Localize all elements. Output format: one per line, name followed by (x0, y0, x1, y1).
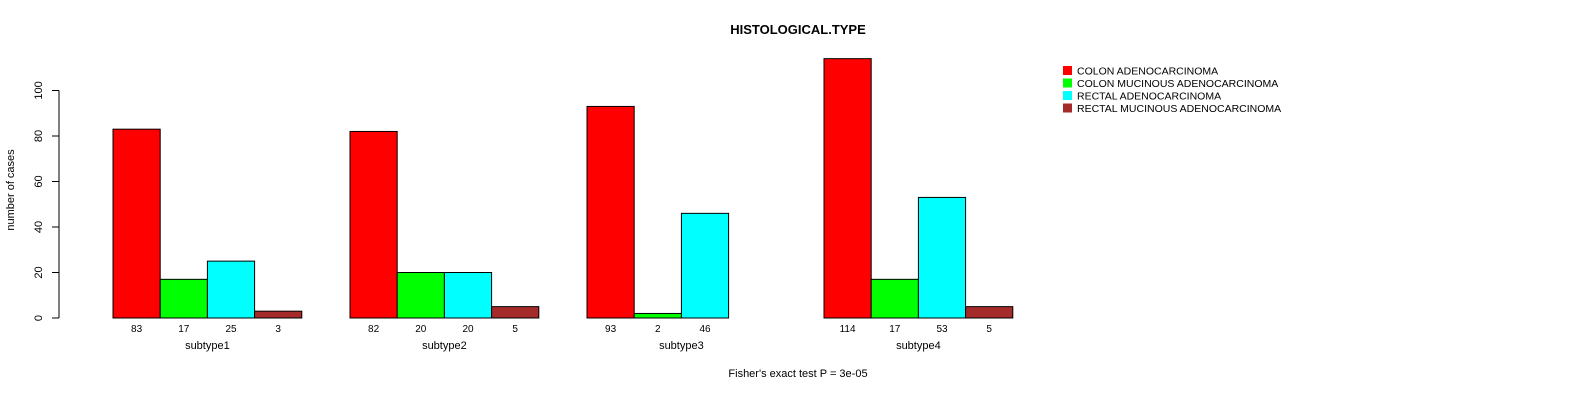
legend-label: RECTAL MUCINOUS ADENOCARCINOMA (1077, 103, 1281, 115)
chart-title: HISTOLOGICAL.TYPE (730, 22, 866, 37)
bar (396, 272, 445, 319)
legend-swatch (1063, 66, 1072, 75)
bar-value-label: 3 (275, 324, 281, 335)
bar (917, 196, 967, 319)
bar-value-label: 17 (178, 324, 190, 335)
group-label: subtype2 (422, 340, 467, 352)
group-label: subtype4 (896, 340, 941, 352)
group-label: subtype3 (659, 340, 704, 352)
y-tick-label: 0 (33, 315, 45, 321)
bar (112, 128, 161, 319)
group-label: subtype1 (185, 340, 230, 352)
bar-value-label: 53 (936, 324, 948, 335)
bar (586, 105, 635, 319)
bar (680, 212, 730, 319)
y-tick-label: 20 (33, 266, 45, 278)
bar (491, 306, 540, 319)
bar (633, 312, 682, 319)
y-tick-label: 80 (33, 130, 45, 142)
group-labels: subtype1 subtype2 subtype3 subtype4 (185, 340, 941, 352)
bar (965, 306, 1014, 319)
bar (206, 260, 256, 319)
bar-value-label: 46 (699, 324, 711, 335)
bar-value-label: 25 (225, 324, 237, 335)
legend-swatch (1063, 78, 1072, 88)
bar-value-label: 5 (512, 324, 518, 335)
bar-value-label: 82 (368, 324, 380, 335)
bar-value-label: 5 (986, 324, 992, 335)
legend-swatch (1063, 103, 1072, 113)
bar (159, 278, 208, 319)
legend-label: RECTAL ADENOCARCINOMA (1077, 91, 1221, 103)
bars (112, 58, 1014, 319)
bar-value-label: 17 (889, 324, 901, 335)
bar-value-label: 20 (415, 324, 427, 335)
bar (349, 130, 398, 319)
y-tick-label: 40 (33, 221, 45, 233)
bar-value-label: 2 (655, 324, 661, 335)
bar (870, 278, 919, 319)
bar-value-label: 114 (840, 324, 856, 335)
bar (254, 310, 303, 319)
y-tick-label: 100 (33, 81, 45, 99)
y-axis-label: number of cases (5, 149, 17, 231)
bar-value-label: 93 (605, 324, 617, 335)
value-labels: 83 17 25 3 82 20 20 5 93 2 46 114 17 53 5 (131, 324, 992, 335)
legend-swatch (1063, 91, 1072, 100)
bar (823, 58, 872, 319)
bar (443, 272, 493, 319)
legend-label: COLON ADENOCARCINOMA (1077, 66, 1218, 78)
legend-label: COLON MUCINOUS ADENOCARCINOMA (1077, 78, 1278, 90)
y-tick-label: 60 (33, 175, 45, 187)
y-axis: 0 20 40 60 80 100 (33, 81, 60, 321)
bar-value-label: 83 (131, 324, 143, 335)
footnote: Fisher's exact test P = 3e-05 (728, 368, 867, 380)
bar-value-label: 20 (462, 324, 474, 335)
